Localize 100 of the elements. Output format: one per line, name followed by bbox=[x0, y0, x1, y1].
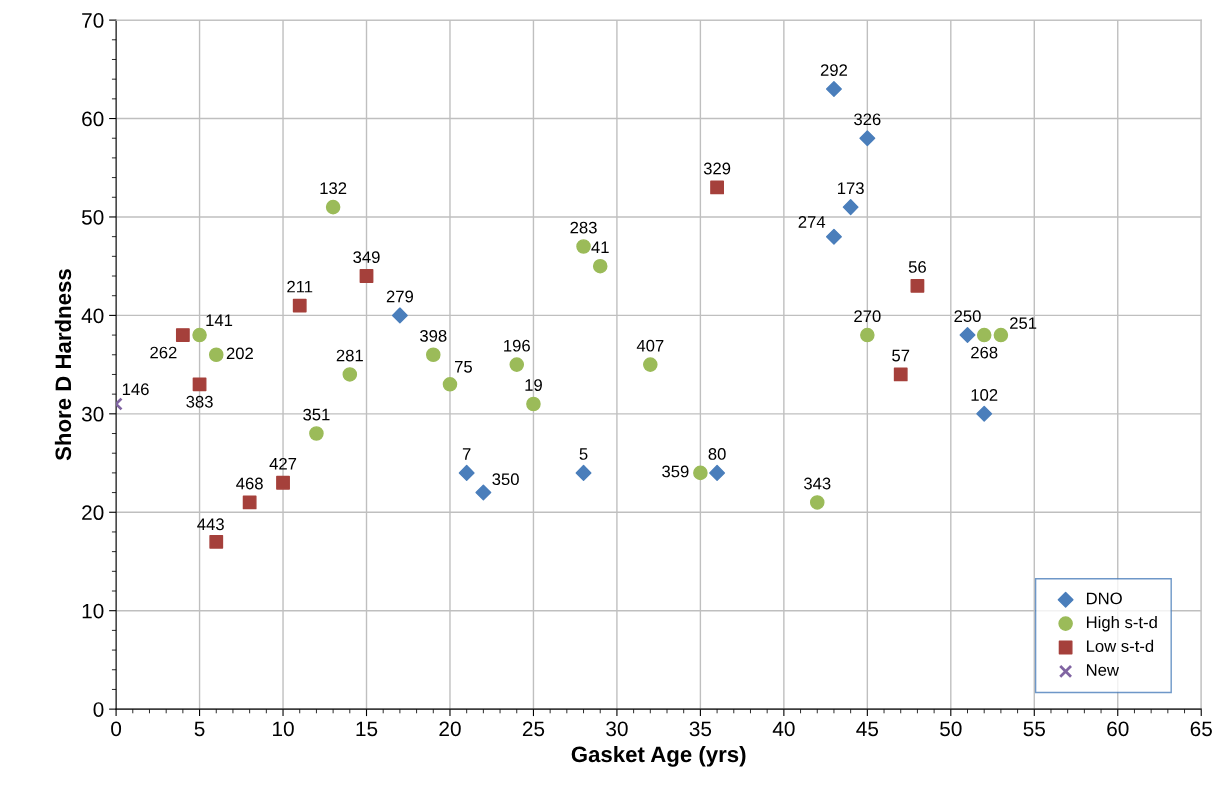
legend-label: New bbox=[1086, 664, 1119, 676]
x-tick-label: 0 bbox=[111, 721, 122, 737]
point bbox=[709, 464, 726, 481]
point bbox=[959, 327, 976, 344]
x-tick-label: 15 bbox=[356, 721, 378, 737]
x-axis-title: Gasket Age (yrs) bbox=[571, 745, 746, 767]
point bbox=[693, 465, 708, 481]
point bbox=[910, 278, 925, 293]
x-tick-label: 25 bbox=[522, 721, 545, 737]
point bbox=[426, 347, 441, 363]
annotation: 281 bbox=[336, 349, 363, 362]
annotation: 202 bbox=[226, 347, 253, 360]
point bbox=[325, 199, 341, 215]
annotation: 350 bbox=[492, 473, 519, 486]
annotation: 283 bbox=[570, 221, 597, 234]
annotation: 343 bbox=[803, 477, 831, 490]
point bbox=[825, 81, 842, 97]
x-tick-label: 65 bbox=[1190, 721, 1212, 737]
point bbox=[842, 199, 859, 216]
x-tick-label: 55 bbox=[1023, 721, 1045, 737]
point bbox=[710, 180, 724, 195]
point bbox=[175, 328, 190, 342]
annotation: 173 bbox=[838, 182, 864, 195]
point bbox=[209, 534, 224, 549]
annotation: 5 bbox=[579, 448, 588, 460]
annotation: 407 bbox=[636, 339, 664, 352]
point bbox=[976, 327, 992, 343]
point bbox=[809, 495, 825, 510]
annotation: 268 bbox=[971, 346, 998, 359]
point bbox=[976, 405, 993, 422]
point bbox=[292, 298, 307, 313]
annotation: 349 bbox=[353, 251, 380, 264]
point bbox=[192, 327, 207, 343]
legend-label: High s-t-d bbox=[1086, 615, 1157, 632]
y-tick-label: 50 bbox=[81, 209, 104, 225]
annotation: 270 bbox=[854, 310, 881, 323]
annotation: 80 bbox=[708, 448, 726, 460]
point bbox=[391, 307, 408, 324]
annotation: 75 bbox=[455, 361, 472, 373]
point bbox=[475, 484, 492, 501]
annotation: 468 bbox=[236, 477, 263, 490]
x-tick-label: 50 bbox=[940, 721, 962, 737]
y-tick-label: 30 bbox=[81, 406, 104, 422]
annotation: 57 bbox=[892, 349, 910, 362]
y-tick-label: 40 bbox=[81, 308, 104, 324]
legend-label: DNO bbox=[1086, 592, 1122, 605]
point bbox=[860, 327, 875, 343]
x-tick-label: 30 bbox=[606, 721, 628, 737]
annotation: 251 bbox=[1010, 317, 1037, 330]
point bbox=[342, 367, 358, 382]
y-tick-label: 20 bbox=[82, 505, 104, 521]
annotation: 19 bbox=[525, 379, 542, 391]
x-tick-label: 10 bbox=[273, 721, 294, 737]
point bbox=[276, 475, 290, 490]
point bbox=[859, 130, 876, 147]
annotation: 427 bbox=[269, 457, 297, 470]
point bbox=[576, 239, 591, 254]
point bbox=[643, 357, 658, 372]
point bbox=[242, 495, 257, 510]
point bbox=[208, 347, 224, 363]
point bbox=[993, 327, 1009, 343]
y-axis-title: Shore D Hardness bbox=[54, 269, 72, 461]
point bbox=[575, 464, 592, 481]
annotation: 250 bbox=[954, 310, 981, 323]
x-tick-label: 5 bbox=[194, 721, 205, 737]
point bbox=[509, 357, 525, 372]
annotation: 383 bbox=[186, 395, 213, 408]
x-tick-label: 45 bbox=[856, 721, 879, 737]
annotation: 56 bbox=[908, 261, 926, 273]
y-tick-label: 60 bbox=[82, 111, 104, 127]
annotation: 443 bbox=[197, 518, 224, 531]
y-tick-label: 70 bbox=[82, 13, 104, 28]
point bbox=[526, 396, 541, 412]
annotation: 292 bbox=[820, 64, 848, 76]
point bbox=[458, 464, 475, 481]
annotation: 329 bbox=[703, 162, 731, 175]
x-tick-label: 60 bbox=[1107, 721, 1129, 737]
annotation: 102 bbox=[971, 389, 998, 401]
annotation: 398 bbox=[420, 329, 447, 342]
y-tick-label: 0 bbox=[93, 702, 104, 717]
annotation: 279 bbox=[386, 290, 414, 303]
annotation: 351 bbox=[303, 408, 330, 421]
y-tick-label: 10 bbox=[82, 603, 104, 619]
annotation: 132 bbox=[320, 182, 347, 195]
annotation: 7 bbox=[462, 448, 471, 460]
annotation: 262 bbox=[150, 346, 177, 359]
annotation: 211 bbox=[287, 280, 313, 293]
point bbox=[192, 377, 207, 392]
annotation: 141 bbox=[206, 314, 233, 327]
x-tick-label: 20 bbox=[439, 721, 461, 737]
annotation: 196 bbox=[504, 339, 530, 352]
annotation: 41 bbox=[591, 241, 609, 253]
point bbox=[309, 426, 324, 441]
point bbox=[893, 367, 908, 382]
x-tick-label: 40 bbox=[772, 721, 795, 737]
point bbox=[442, 377, 458, 392]
x-tick-label: 35 bbox=[689, 721, 712, 737]
point bbox=[825, 228, 842, 245]
point bbox=[359, 269, 374, 283]
annotation: 359 bbox=[662, 465, 689, 478]
